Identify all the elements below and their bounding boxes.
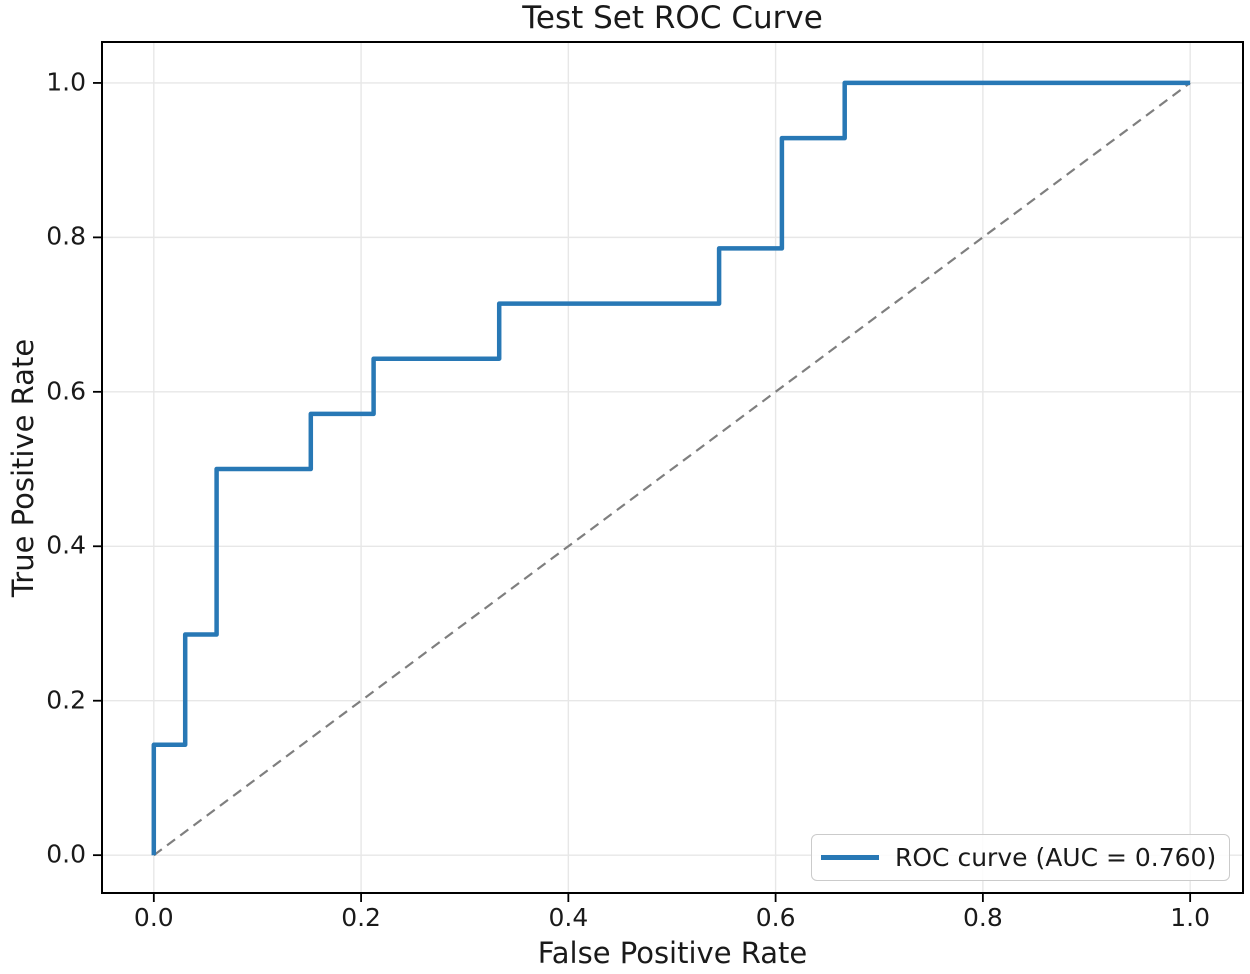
y-tick-label: 1.0 — [46, 67, 86, 97]
x-tick-label: 0.0 — [133, 903, 174, 932]
legend-roc-label: ROC curve (AUC = 0.760) — [895, 843, 1217, 872]
x-tick-label: 0.2 — [341, 903, 381, 932]
x-axis-label: False Positive Rate — [537, 936, 808, 970]
axes-frame — [101, 41, 1244, 894]
legend: ROC curve (AUC = 0.760) — [811, 834, 1230, 881]
y-tick-label: 0.4 — [46, 530, 86, 560]
y-tick-label: 0.2 — [46, 685, 86, 715]
x-tick-label: 1.0 — [1170, 903, 1211, 932]
chart-title: Test Set ROC Curve — [522, 0, 823, 36]
x-tick-label: 0.6 — [755, 903, 796, 932]
roc-curve — [151, 80, 1191, 856]
y-tick-label: 0.0 — [46, 839, 86, 869]
x-tick-label: 0.8 — [962, 903, 1003, 932]
y-tick-label: 0.8 — [46, 221, 86, 251]
legend-roc-line-swatch — [821, 855, 879, 860]
chance-diagonal — [153, 82, 1191, 857]
y-tick-label: 0.6 — [46, 376, 86, 406]
x-tick-label: 0.4 — [548, 903, 589, 932]
